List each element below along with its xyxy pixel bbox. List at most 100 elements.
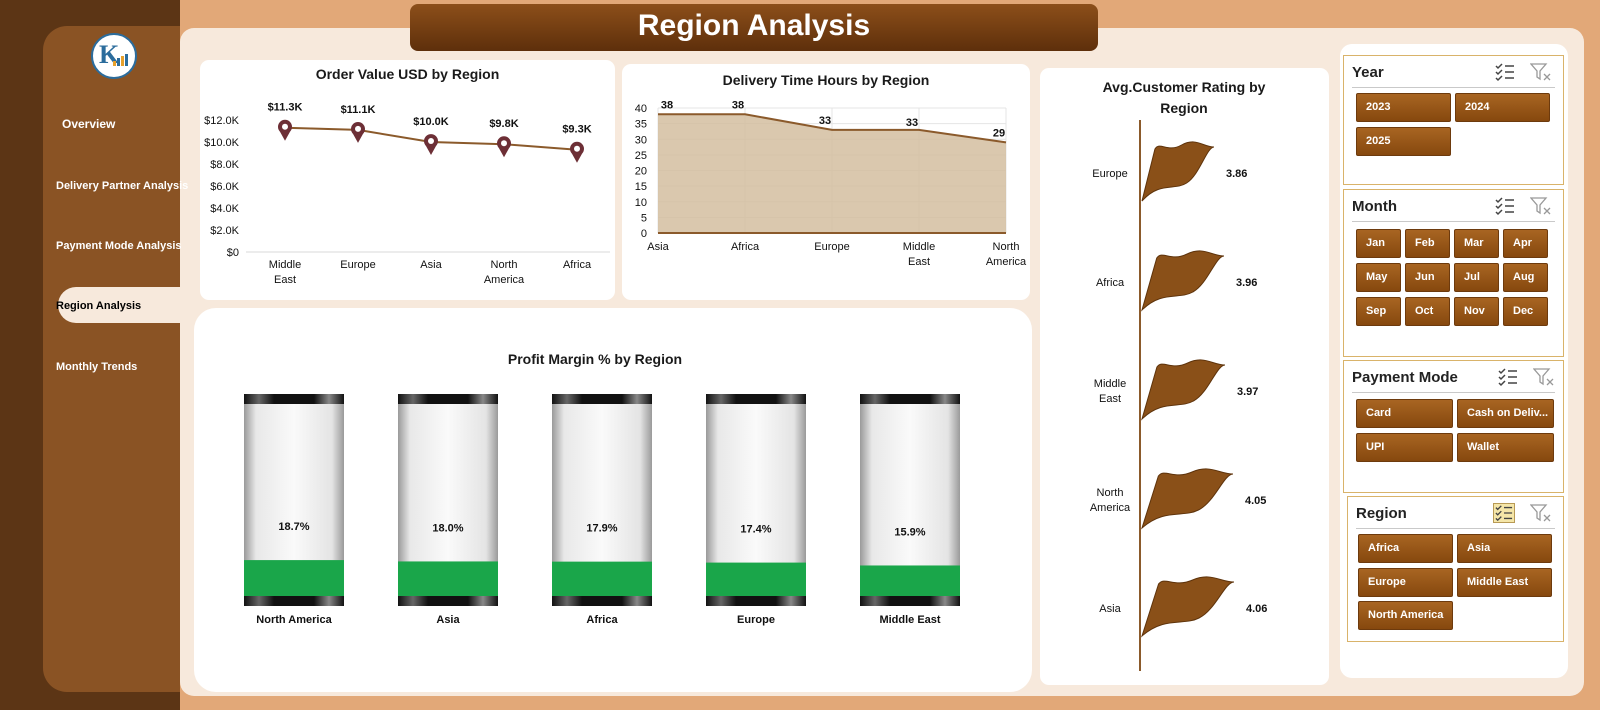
- data-label: 38: [661, 99, 673, 111]
- month-option-mar[interactable]: Mar: [1454, 229, 1499, 258]
- year-option-2024[interactable]: 2024: [1455, 93, 1550, 122]
- y-tick-label: 30: [635, 134, 647, 146]
- x-tick-label: Europe: [737, 614, 775, 626]
- nav-delivery-partner-analysis[interactable]: Delivery Partner Analysis: [56, 180, 189, 192]
- data-point-dot: [428, 138, 434, 144]
- data-point-dot: [574, 145, 580, 152]
- y-tick-label: 0: [641, 228, 647, 240]
- multi-select-icon[interactable]: [1493, 503, 1515, 523]
- region-slicer-title: Region: [1356, 505, 1407, 522]
- month-option-oct[interactable]: Oct: [1405, 297, 1450, 326]
- region-slicer-divider: [1356, 528, 1555, 529]
- data-label: $11.3K: [268, 102, 303, 114]
- data-label: 33: [819, 115, 831, 127]
- multi-select-icon[interactable]: [1494, 62, 1516, 82]
- month-option-jul[interactable]: Jul: [1454, 263, 1499, 292]
- nav-active-highlight: [58, 287, 182, 323]
- multi-select-icon[interactable]: [1497, 367, 1519, 387]
- month-option-sep[interactable]: Sep: [1356, 297, 1401, 326]
- clear-filter-icon[interactable]: [1530, 503, 1552, 523]
- nav-payment-mode-analysis[interactable]: Payment Mode Analysis: [56, 240, 182, 252]
- month-option-jan[interactable]: Jan: [1356, 229, 1401, 258]
- month-option-jun[interactable]: Jun: [1405, 263, 1450, 292]
- year-option-2023[interactable]: 2023: [1356, 93, 1451, 122]
- region-option-europe[interactable]: Europe: [1358, 568, 1453, 597]
- y-tick-label: 35: [635, 119, 647, 131]
- clear-filter-icon[interactable]: [1530, 62, 1552, 82]
- profit-margin-title: Profit Margin % by Region: [507, 351, 683, 367]
- data-point-marker: [497, 136, 512, 158]
- bar-top-cap: [398, 394, 498, 404]
- bar: [860, 565, 960, 596]
- month-option-may[interactable]: May: [1356, 263, 1401, 292]
- y-tick-label: North America: [1090, 487, 1131, 514]
- year-slicer-divider: [1352, 87, 1555, 88]
- x-tick-label: Africa: [731, 241, 760, 253]
- data-label: 3.96: [1236, 277, 1257, 289]
- order-value-card: Order Value USD by Region $0 $2.0K $4.0K $6…: [200, 60, 615, 300]
- y-tick-label: Asia: [1099, 603, 1121, 615]
- month-option-dec[interactable]: Dec: [1503, 297, 1548, 326]
- x-tick-label: North America: [484, 259, 525, 286]
- region-option-north-america[interactable]: North America: [1358, 601, 1453, 630]
- clear-filter-icon[interactable]: [1533, 367, 1555, 387]
- nav-region-analysis[interactable]: Region Analysis: [56, 300, 142, 312]
- y-tick-label: 25: [635, 150, 647, 162]
- x-tick-label: North America: [256, 614, 332, 626]
- bar-bottom-cap: [552, 596, 652, 606]
- payment-mode-slicer-divider: [1352, 392, 1555, 393]
- x-tick-label: Asia: [436, 614, 460, 626]
- rating-card: Avg.Customer Rating by Region Europe 3.86…: [1040, 68, 1329, 685]
- x-tick-label: Middle East: [269, 259, 301, 286]
- month-slicer: Month Jan Feb Mar Apr May Jun Jul Aug Se…: [1343, 189, 1564, 357]
- data-label: 17.4%: [740, 524, 771, 536]
- logo: K: [91, 33, 137, 79]
- y-tick-label: $0: [227, 247, 239, 259]
- y-tick-label: $8.0K: [210, 159, 239, 171]
- data-point-marker: [278, 119, 292, 141]
- sidebar: [43, 26, 180, 692]
- y-tick-label: 10: [635, 197, 647, 209]
- page-title: Region Analysis: [637, 9, 871, 42]
- x-tick-label: Africa: [586, 614, 618, 626]
- order-value-title: Order Value USD by Region: [315, 66, 500, 82]
- y-tick-label: $4.0K: [210, 203, 239, 215]
- clear-filter-icon[interactable]: [1530, 196, 1552, 216]
- data-label: 4.05: [1245, 495, 1266, 507]
- region-option-middle-east[interactable]: Middle East: [1457, 568, 1552, 597]
- year-option-2025[interactable]: 2025: [1356, 127, 1451, 156]
- data-point-dot: [282, 123, 288, 130]
- region-option-africa[interactable]: Africa: [1358, 534, 1453, 563]
- bar-bottom-cap: [398, 596, 498, 606]
- x-tick-label: Middle East: [879, 614, 940, 626]
- delivery-time-title: Delivery Time Hours by Region: [722, 72, 930, 88]
- data-label: 38: [732, 99, 744, 111]
- month-option-aug[interactable]: Aug: [1503, 263, 1548, 292]
- payment-option-wallet[interactable]: Wallet: [1457, 433, 1554, 462]
- nav-monthly-trends[interactable]: Monthly Trends: [56, 361, 138, 373]
- y-tick-label: $10.0K: [204, 137, 240, 149]
- data-point-marker: [424, 134, 438, 155]
- nav-overview[interactable]: Overview: [62, 117, 116, 131]
- bar-bottom-cap: [244, 596, 344, 606]
- y-tick-label: 5: [641, 212, 647, 224]
- bar-top-cap: [860, 394, 960, 404]
- payment-mode-slicer: Payment Mode Card Cash on Deliv... UPI W…: [1343, 360, 1564, 493]
- month-option-nov[interactable]: Nov: [1454, 297, 1499, 326]
- payment-option-card[interactable]: Card: [1356, 399, 1453, 428]
- bar-top-cap: [552, 394, 652, 404]
- data-point-dot: [501, 140, 507, 147]
- y-tick-label: 20: [635, 166, 647, 178]
- year-slicer: Year 2023 2024 2025: [1343, 55, 1564, 185]
- multi-select-icon[interactable]: [1494, 196, 1516, 216]
- order-value-chart: $0 $2.0K $4.0K $6.0K $8.0K $10.0K $12.0K $11.3K…: [204, 102, 610, 286]
- month-option-feb[interactable]: Feb: [1405, 229, 1450, 258]
- month-option-apr[interactable]: Apr: [1503, 229, 1548, 258]
- year-slicer-title: Year: [1352, 64, 1384, 81]
- payment-option-cash-on-delivery[interactable]: Cash on Deliv...: [1457, 399, 1554, 428]
- series-line: [658, 113, 1007, 144]
- data-label: 15.9%: [894, 526, 925, 538]
- payment-option-upi[interactable]: UPI: [1356, 433, 1453, 462]
- bar: [706, 562, 806, 596]
- region-option-asia[interactable]: Asia: [1457, 534, 1552, 563]
